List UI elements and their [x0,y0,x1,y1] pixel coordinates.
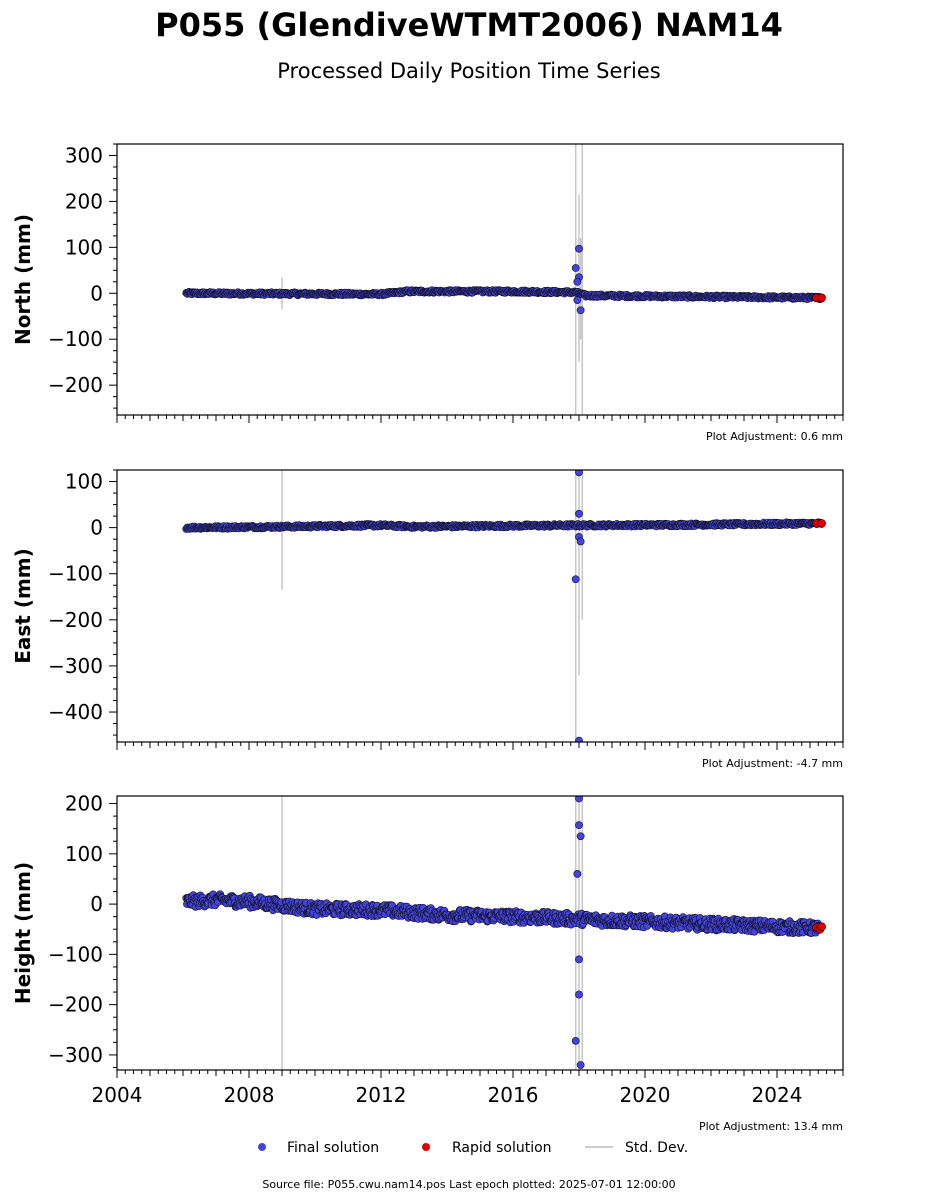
outlier-point-east-1 [575,509,583,518]
outlier-point-east-4 [576,537,585,546]
plot-area-east [182,470,826,742]
outlier-point-east-0 [575,470,583,477]
panel-frame-east [116,469,844,743]
outlier-point-height-7 [576,1061,585,1069]
legend-marker-final [258,1143,266,1151]
rapid-point-east-1 [817,519,826,528]
outlier-point-height-4 [575,955,583,964]
y-tick-label-height: −200 [48,993,103,1017]
x-tick-label: 2024 [752,1083,803,1107]
y-tick-label-north: −200 [48,373,103,397]
final-series-height [182,890,824,937]
outlier-point-north-4 [573,296,582,305]
x-tick-label: 2008 [224,1083,275,1107]
y-tick-label-north: −100 [48,327,103,351]
y-tick-label-north: 200 [65,189,103,213]
outlier-point-north-5 [576,306,585,315]
y-axis-label-north: North (mm) [11,214,35,345]
plot-adjustment-north: Plot Adjustment: 0.6 mm [706,430,843,443]
y-tick-label-east: −100 [48,562,103,586]
outlier-point-north-1 [575,244,583,253]
legend-label-stddev: Std. Dev. [625,1140,688,1156]
y-axis-label-height: Height (mm) [11,862,35,1004]
legend-label-final: Final solution [287,1140,379,1156]
chart-title: P055 (GlendiveWTMT2006) NAM14 [155,6,783,44]
outlier-point-height-1 [575,821,583,830]
outlier-point-east-2 [571,575,580,584]
chart-subtitle: Processed Daily Position Time Series [277,59,661,83]
final-series-east [182,518,824,533]
plot-area-north [182,144,826,415]
panel-north: −200 −100 0 100 200 300 North (mm) Plot Adjustm… [11,143,844,443]
y-tick-label-north: 100 [65,235,103,259]
y-tick-label-east: −400 [48,700,103,724]
y-tick-label-height: 200 [65,792,103,816]
outlier-point-height-3 [573,870,582,878]
legend-marker-rapid [422,1143,430,1151]
outlier-point-north-3 [573,277,582,286]
final-series-north [182,286,824,304]
y-tick-label-height: −100 [48,942,103,966]
panels: −200 −100 0 100 200 300 North (mm) Plot Adjustm… [11,143,844,1133]
rapid-point-height-2 [817,922,826,932]
y-axis-label-east: East (mm) [11,548,35,664]
source-footer: Source file: P055.cwu.nam14.pos Last epo… [262,1178,675,1191]
y-tick-label-height: 100 [65,842,103,866]
outlier-point-east-5 [575,736,583,742]
x-tick-label: 2004 [92,1083,143,1107]
plot-adjustment-east: Plot Adjustment: -4.7 mm [702,757,843,770]
y-tick-label-east: 100 [65,470,103,494]
outlier-point-height-5 [575,990,583,999]
outlier-point-height-0 [575,796,583,803]
plot-area-height [182,796,826,1070]
y-tick-label-east: −300 [48,654,103,678]
legend-label-rapid: Rapid solution [452,1140,552,1156]
x-tick-label: 2020 [620,1083,671,1107]
y-tick-label-height: 0 [90,892,103,916]
panel-frame-north [116,143,844,416]
y-tick-label-east: −200 [48,608,103,632]
outlier-point-north-0 [571,264,580,272]
legend: Final solution Rapid solution Std. Dev. [258,1140,688,1156]
y-tick-label-north: 0 [90,281,103,305]
rapid-point-north-1 [817,293,826,303]
y-tick-label-height: −300 [48,1043,103,1067]
panel-east: −400 −300 −200 −100 0 100 East (mm) Plot Adjust… [11,469,844,770]
plot-adjustment-height: Plot Adjustment: 13.4 mm [699,1120,843,1133]
x-tick-label: 2012 [356,1083,407,1107]
y-tick-label-north: 300 [65,143,103,167]
outlier-point-height-6 [571,1036,580,1045]
x-tick-label: 2016 [488,1083,539,1107]
outlier-point-height-2 [576,832,585,841]
y-tick-label-east: 0 [90,516,103,540]
panel-height: −300 −200 −100 0 100 200 2004 2008 2012 2016 2020 2… [11,792,844,1133]
